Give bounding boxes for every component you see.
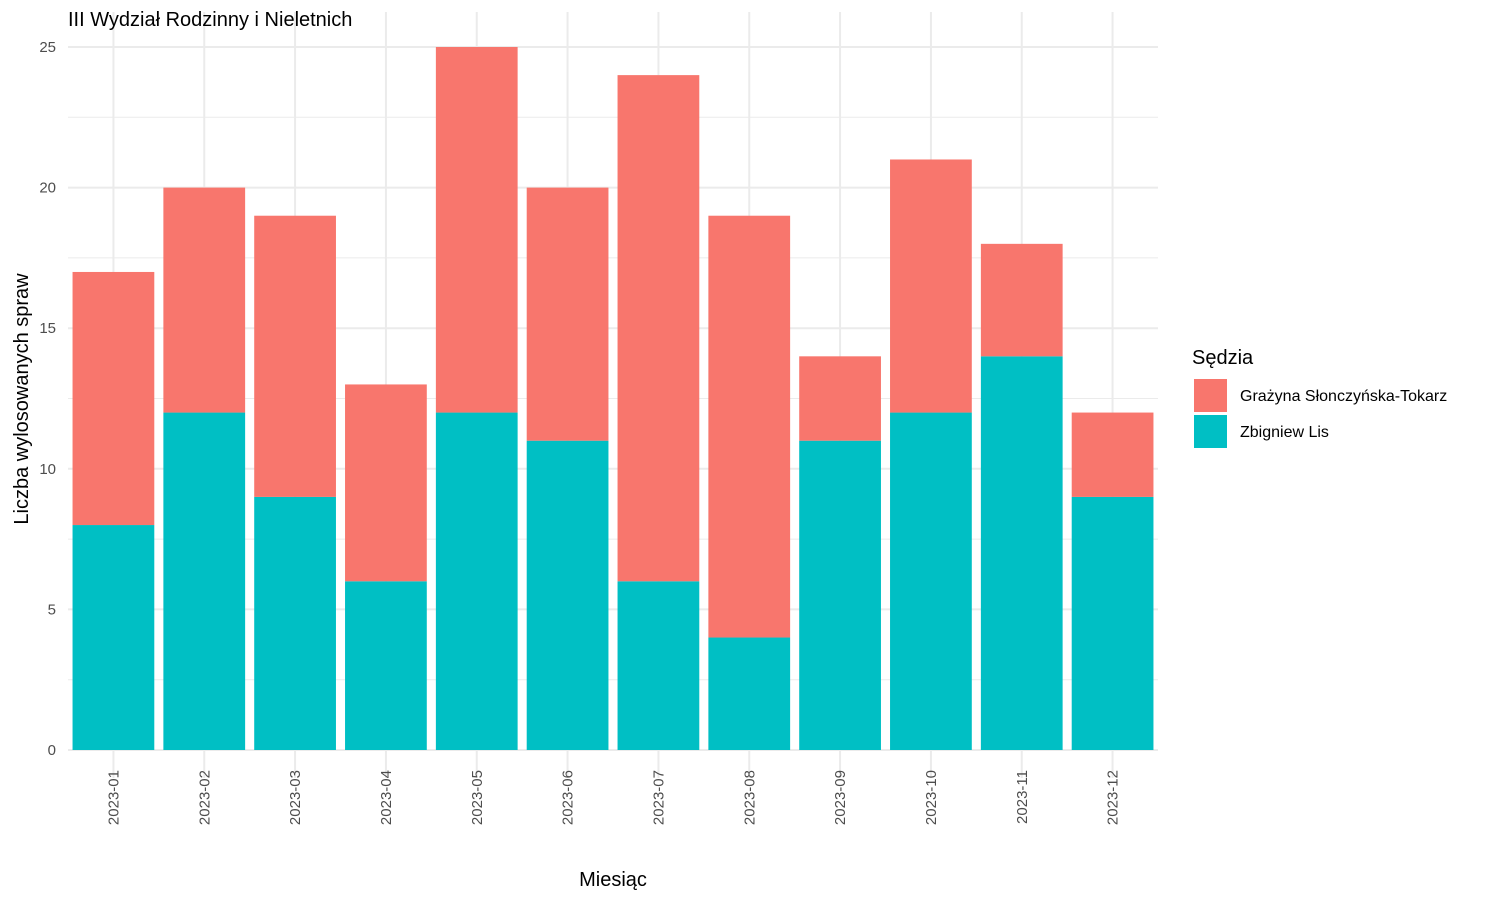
y-tick-label: 25 xyxy=(39,39,56,56)
bar-segment xyxy=(163,187,246,413)
legend: Sędzia Grażyna Słonczyńska-Tokarz Zbignie… xyxy=(1192,347,1447,448)
bar-segment xyxy=(980,356,1063,750)
y-tick-label: 5 xyxy=(48,601,56,618)
bar-segment xyxy=(980,243,1063,357)
x-tick-label: 2023-09 xyxy=(832,770,849,825)
bars xyxy=(72,47,1154,750)
legend-label: Grażyna Słonczyńska-Tokarz xyxy=(1240,388,1447,405)
x-tick-label: 2023-08 xyxy=(741,770,758,825)
bar-segment xyxy=(708,637,791,750)
bar-segment xyxy=(890,412,972,750)
bar-segment xyxy=(72,525,155,750)
x-axis-ticks: 2023-01 2023-02 2023-03 2023-04 2023-05 2023-… xyxy=(105,770,1121,825)
bar-segment xyxy=(617,75,700,582)
bar-segment xyxy=(526,440,609,750)
x-tick-label: 2023-11 xyxy=(1014,770,1031,824)
bar-segment xyxy=(435,412,518,750)
legend-swatch xyxy=(1194,379,1227,412)
x-tick-label: 2023-06 xyxy=(560,770,577,825)
chart-title: III Wydział Rodzinny i Nieletnich xyxy=(68,9,352,31)
y-tick-label: 20 xyxy=(39,180,56,197)
bar-segment xyxy=(72,271,155,526)
bar-segment xyxy=(526,187,609,441)
legend-title: Sędzia xyxy=(1192,347,1254,369)
bar-segment xyxy=(345,581,427,750)
x-tick-label: 2023-03 xyxy=(287,770,304,825)
x-tick-label: 2023-05 xyxy=(469,770,486,825)
bar-segment xyxy=(254,215,336,497)
bar-segment xyxy=(254,496,336,750)
x-tick-label: 2023-07 xyxy=(650,770,667,825)
legend-swatch xyxy=(1194,415,1227,448)
bar-segment xyxy=(799,440,881,750)
y-axis-ticks: 0 5 10 15 20 25 xyxy=(39,39,56,759)
y-axis-title: Liczba wylosowanych spraw xyxy=(11,273,33,525)
y-tick-label: 10 xyxy=(39,461,56,478)
x-tick-label: 2023-01 xyxy=(105,770,122,825)
bar-segment xyxy=(435,47,518,413)
bar-segment xyxy=(163,412,246,750)
x-axis-title: Miesiąc xyxy=(579,869,647,891)
x-tick-label: 2023-04 xyxy=(378,770,395,825)
bar-segment xyxy=(890,159,972,413)
x-tick-label: 2023-12 xyxy=(1105,770,1122,825)
x-tick-label: 2023-10 xyxy=(923,770,940,825)
bar-segment xyxy=(345,384,427,582)
bar-segment xyxy=(708,215,791,638)
bar-segment xyxy=(1071,496,1154,750)
y-tick-label: 0 xyxy=(48,742,56,759)
bar-segment xyxy=(617,581,700,750)
bar-segment xyxy=(1071,412,1154,497)
legend-label: Zbigniew Lis xyxy=(1240,424,1329,441)
y-tick-label: 15 xyxy=(39,320,56,337)
x-tick-label: 2023-02 xyxy=(196,770,213,825)
bar-segment xyxy=(799,356,881,441)
